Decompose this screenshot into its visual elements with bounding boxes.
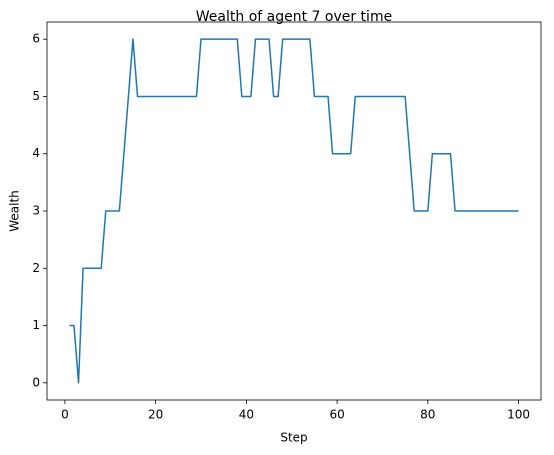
y-tick-label: 0	[32, 375, 40, 389]
x-tick-label: 0	[61, 408, 69, 422]
data-line	[69, 38, 519, 384]
x-tick-label: 60	[329, 408, 344, 422]
chart-title: Wealth of agent 7 over time	[196, 9, 392, 25]
y-tick-label: 4	[32, 146, 40, 160]
y-axis-label: Wealth	[8, 190, 22, 232]
y-tick-label: 2	[32, 261, 40, 275]
x-tick-label: 40	[239, 408, 254, 422]
y-tick-label: 6	[32, 32, 40, 46]
y-tick-label: 5	[32, 89, 40, 103]
plot-frame	[46, 21, 542, 401]
y-tick-label: 1	[32, 318, 40, 332]
x-tick-label: 80	[420, 408, 435, 422]
x-tick-label: 100	[507, 408, 530, 422]
x-tick-label: 20	[148, 408, 163, 422]
y-tick-label: 3	[32, 204, 40, 218]
x-axis-label: Step	[280, 431, 307, 445]
